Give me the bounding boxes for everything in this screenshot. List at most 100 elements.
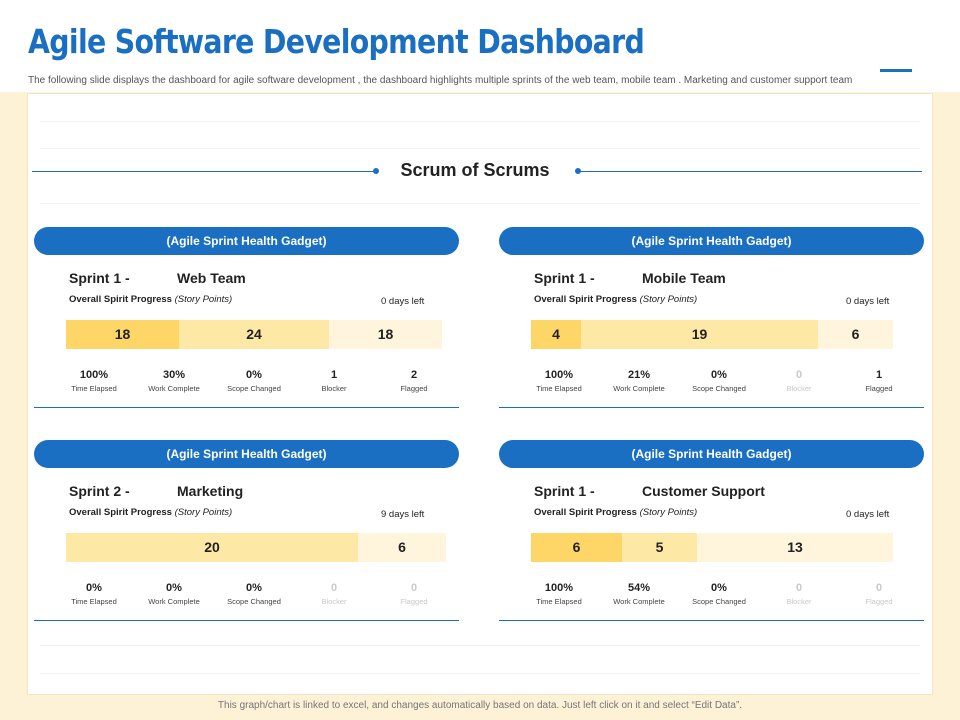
days-left: 9 days left [381,509,425,520]
sprint-label: Sprint 1 - [534,270,595,286]
stat-blocker: 0 Blocker [294,582,374,606]
stat-label: Scope Changed [227,384,281,393]
title-accent-bar [880,69,912,72]
stat-label: Time Elapsed [71,597,117,606]
days-left: 0 days left [381,296,425,307]
stat-time-elapsed: 100% Time Elapsed [54,369,134,393]
stat-work-complete: 54% Work Complete [599,582,679,606]
team-label: Web Team [177,270,246,286]
grid-line [40,673,920,674]
sprint-stats: 0% Time Elapsed 0% Work Complete 0% Scope Cha… [54,582,454,606]
grid-line [40,645,920,646]
stat-time-elapsed: 100% Time Elapsed [519,369,599,393]
progress-label-text: Overall Spirit Progress [534,294,637,305]
stat-label: Work Complete [148,597,200,606]
progress-segment: 6 [531,533,622,562]
gadget-divider [499,407,924,408]
stat-value: 1 [330,369,338,381]
stat-label: Blocker [786,384,812,393]
stat-value: 100% [79,369,109,381]
stat-label: Flagged [400,597,428,606]
stat-label: Work Complete [613,384,665,393]
progress-segment: 5 [622,533,697,562]
progress-segment: 18 [66,320,179,349]
sprint-label: Sprint 1 - [534,483,595,499]
stat-scope-changed: 0% Scope Changed [679,369,759,393]
progress-label-text: Overall Spirit Progress [534,507,637,518]
stat-scope-changed: 0% Scope Changed [214,369,294,393]
stat-value: 0 [410,582,418,594]
gadget-divider [34,407,459,408]
gadget-divider [499,620,924,621]
story-points-bar: 18 24 18 [66,320,442,349]
progress-segment: 6 [818,320,893,349]
sprint-stats: 100% Time Elapsed 54% Work Complete 0% Scope … [519,582,919,606]
stat-label: Blocker [321,384,347,393]
stat-value: 0% [166,582,182,594]
dashboard-panel [28,94,932,694]
sprint-stats: 100% Time Elapsed 30% Work Complete 0% Scope … [54,369,454,393]
stat-value: 0 [330,582,338,594]
stat-value: 1 [875,369,883,381]
stat-blocker: 1 Blocker [294,369,374,393]
gadget-header: (Agile Sprint Health Gadget) [499,440,924,468]
section-divider-dot [373,168,379,174]
stat-time-elapsed: 100% Time Elapsed [519,582,599,606]
progress-label-text: Overall Spirit Progress [69,294,172,305]
stat-label: Time Elapsed [536,384,582,393]
stat-value: 0% [711,369,727,381]
team-label: Mobile Team [642,270,726,286]
progress-segment: 18 [329,320,442,349]
stat-value: 21% [627,369,651,381]
progress-unit: (Story Points) [174,294,233,305]
story-points-bar: 20 6 [66,533,446,562]
page-title: Agile Software Development Dashboard [28,22,645,61]
stat-value: 0% [86,582,102,594]
sprint-label: Sprint 2 - [69,483,130,499]
grid-line [40,121,920,122]
stat-value: 0% [246,582,262,594]
progress-segment: 24 [179,320,329,349]
team-label: Customer Support [642,483,765,499]
grid-line [40,203,920,204]
stat-work-complete: 0% Work Complete [134,582,214,606]
progress-segment: 6 [358,533,446,562]
stat-flagged: 2 Flagged [374,369,454,393]
team-label: Marketing [177,483,244,499]
progress-label: Overall Spirit Progress (Story Points) [534,294,697,305]
footer-note: This graph/chart is linked to excel, and… [217,700,743,711]
stat-blocker: 0 Blocker [759,369,839,393]
progress-label-text: Overall Spirit Progress [69,507,172,518]
stat-work-complete: 30% Work Complete [134,369,214,393]
sprint-health-gadget: (Agile Sprint Health Gadget) Sprint 1 - We… [34,227,459,422]
progress-unit: (Story Points) [174,507,233,518]
progress-unit: (Story Points) [639,294,698,305]
stat-value: 0 [795,582,803,594]
story-points-bar: 6 5 13 [531,533,893,562]
stat-label: Flagged [865,384,893,393]
stat-value: 0% [711,582,727,594]
section-title: Scrum of Scrums [400,160,550,180]
stat-label: Flagged [865,597,893,606]
progress-label: Overall Spirit Progress (Story Points) [534,507,697,518]
stat-value: 2 [410,369,418,381]
stat-label: Work Complete [148,384,200,393]
stat-label: Time Elapsed [536,597,582,606]
progress-label: Overall Spirit Progress (Story Points) [69,507,232,518]
stat-label: Work Complete [613,597,665,606]
sprint-health-gadget: (Agile Sprint Health Gadget) Sprint 2 - Ma… [34,440,459,635]
stat-label: Blocker [786,597,812,606]
progress-unit: (Story Points) [639,507,698,518]
gadget-header: (Agile Sprint Health Gadget) [34,440,459,468]
story-points-bar: 4 19 6 [531,320,893,349]
stat-label: Blocker [321,597,347,606]
stat-time-elapsed: 0% Time Elapsed [54,582,134,606]
progress-segment: 19 [581,320,818,349]
stat-label: Scope Changed [692,597,746,606]
stat-scope-changed: 0% Scope Changed [679,582,759,606]
stat-scope-changed: 0% Scope Changed [214,582,294,606]
sprint-health-gadget: (Agile Sprint Health Gadget) Sprint 1 - Cu… [499,440,924,635]
stat-value: 0% [246,369,262,381]
section-divider-left [32,171,376,172]
progress-segment: 13 [697,533,893,562]
